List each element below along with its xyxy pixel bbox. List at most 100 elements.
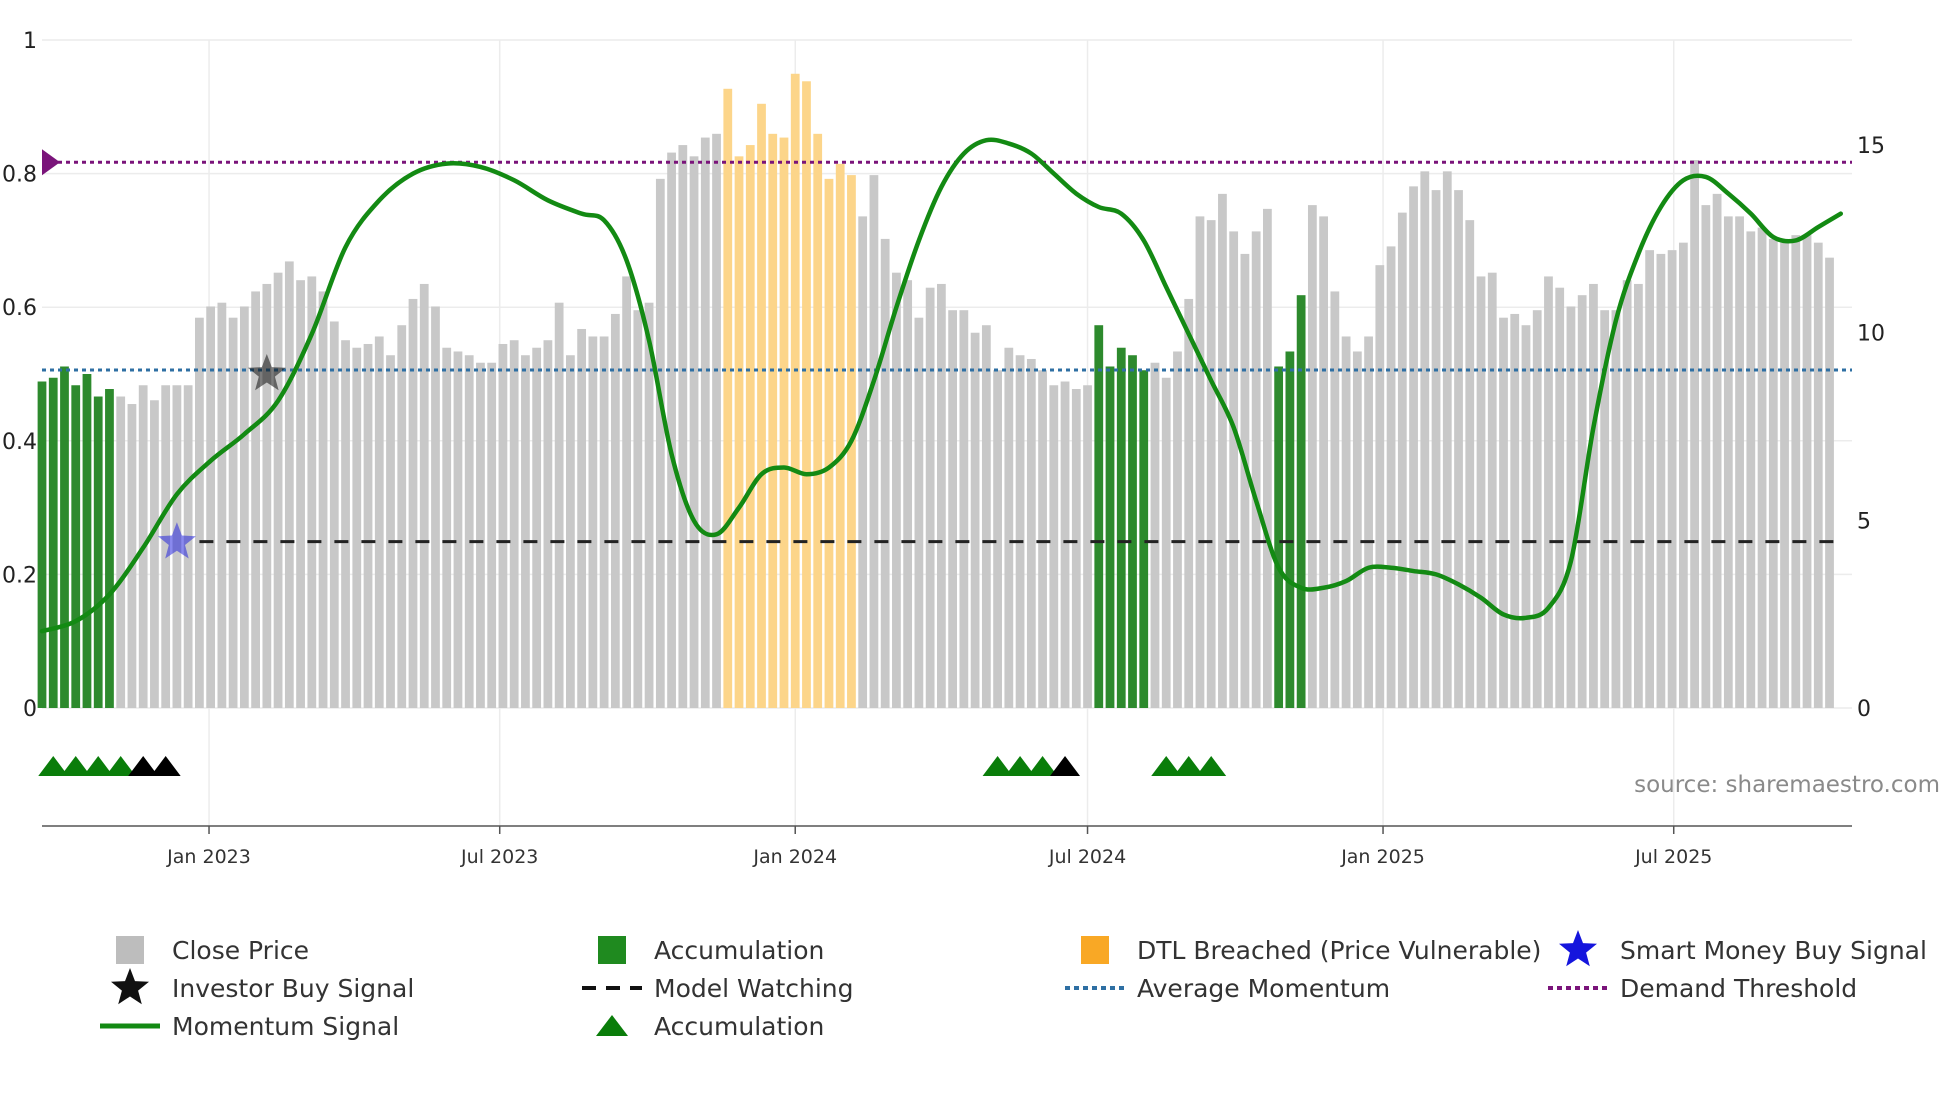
legend-label: Demand Threshold <box>1620 974 1857 1003</box>
close-price-bar <box>712 133 721 709</box>
close-price-bar <box>532 347 542 708</box>
close-price-bar <box>667 152 676 708</box>
legend-item: DTL Breached (Price Vulnerable) <box>1081 936 1541 965</box>
close-price-bar <box>970 332 980 708</box>
close-price-bar <box>1757 227 1767 708</box>
dtl-bar <box>813 133 823 709</box>
close-price-bar <box>1150 362 1160 708</box>
close-price-bar <box>419 283 429 708</box>
close-price-bar <box>374 336 384 708</box>
close-price-bar <box>1656 253 1666 709</box>
close-price-bar <box>1397 212 1407 708</box>
close-price-bar <box>239 306 249 708</box>
close-price-bar <box>318 291 328 708</box>
accumulation-bar <box>71 385 81 708</box>
legend: Close Price Investor Buy Signal Momentum S… <box>100 930 1927 1041</box>
dtl-bar <box>790 73 800 709</box>
legend-triangle-icon <box>596 1015 628 1036</box>
close-price-bar <box>1386 246 1396 709</box>
close-price-bar <box>1251 231 1261 709</box>
source-label: source: sharemaestro.com <box>1634 772 1940 798</box>
close-price-bar <box>1341 336 1351 708</box>
close-price-bar <box>386 355 395 708</box>
x-axis-ticks: Jan 2023 Jul 2023 Jan 2024 Jul 2024 Jan 2025… <box>166 826 1712 868</box>
close-price-bar <box>352 347 362 708</box>
close-price-bar <box>981 325 991 708</box>
close-price-bar <box>150 400 159 708</box>
legend-item: Investor Buy Signal <box>111 968 414 1005</box>
accumulation-triangle <box>38 756 69 776</box>
close-price-bar <box>273 272 283 708</box>
legend-item: Demand Threshold <box>1548 974 1857 1003</box>
close-price-bar <box>161 385 171 708</box>
close-price-bar <box>577 328 587 708</box>
close-price-bar <box>622 276 631 708</box>
close-price-bar <box>1060 381 1070 708</box>
close-price-bar <box>1375 265 1385 708</box>
close-price-bar <box>1813 242 1823 709</box>
close-price-bar <box>1206 220 1216 708</box>
accumulation-bar <box>37 381 47 708</box>
investor-star <box>247 354 286 391</box>
accumulation-bar <box>1296 295 1306 708</box>
close-price-bar <box>1678 242 1688 709</box>
close-price-bar <box>329 321 339 708</box>
close-price-bar <box>689 156 699 708</box>
legend-label: Accumulation <box>654 936 824 965</box>
close-price-bar <box>655 178 665 708</box>
close-price-bar <box>1083 385 1092 708</box>
close-price-bar <box>1420 171 1430 708</box>
close-price-bar <box>993 370 1002 708</box>
accumulation-triangle <box>60 756 91 776</box>
close-price-bar <box>1723 216 1733 708</box>
close-price-bar <box>1352 351 1362 708</box>
close-price-bar <box>217 302 227 708</box>
close-price-bar <box>1240 253 1250 709</box>
close-price-bar <box>869 175 879 708</box>
close-price-bar <box>397 325 407 708</box>
accumulation-bar <box>48 377 58 708</box>
close-price-bar <box>1521 325 1531 708</box>
legend-label: Momentum Signal <box>172 1012 399 1041</box>
close-price-bar <box>1071 389 1081 708</box>
accumulation-triangle <box>982 756 1013 776</box>
accumulation-triangle <box>1173 756 1204 776</box>
close-price-bar <box>408 298 418 708</box>
accumulation-triangle <box>83 756 114 776</box>
close-price-bar <box>1622 280 1632 708</box>
close-price-bar <box>262 283 272 708</box>
legend-item: Close Price <box>116 936 309 965</box>
close-price-bar <box>1825 257 1834 708</box>
close-price-bar <box>1038 370 1047 708</box>
right-tick-label: 0 <box>1857 697 1871 722</box>
close-price-bar <box>487 362 497 708</box>
close-price-bar <box>1780 242 1789 709</box>
momentum-curve <box>39 137 1844 634</box>
close-price-bar <box>195 317 204 708</box>
dtl-bar <box>779 137 789 709</box>
x-tick-label: Jan 2023 <box>166 846 251 868</box>
close-price-bar <box>521 355 530 708</box>
close-price-bar <box>1465 220 1475 708</box>
close-price-bar <box>1319 216 1328 708</box>
close-price-bar <box>1263 208 1272 708</box>
close-price-bar <box>858 216 868 708</box>
close-price-bar <box>183 385 193 708</box>
close-price-bar <box>1768 238 1778 709</box>
accumulation-triangle <box>1196 756 1227 776</box>
dtl-bar <box>802 81 811 709</box>
close-price-bar <box>442 347 452 708</box>
close-price-bar <box>1173 351 1182 708</box>
close-price-bar <box>1532 310 1542 708</box>
close-price-bar <box>251 291 260 708</box>
close-price-bar <box>1026 358 1036 708</box>
close-price-bar <box>464 355 474 708</box>
right-tick-label: 10 <box>1857 322 1885 347</box>
legend-label: DTL Breached (Price Vulnerable) <box>1137 936 1541 965</box>
close-price-bar <box>700 137 710 709</box>
close-price-bar <box>1229 231 1239 709</box>
close-price-bar <box>1409 186 1418 708</box>
accumulation-bar <box>1128 355 1137 708</box>
legend-item: Accumulation <box>596 1012 824 1041</box>
